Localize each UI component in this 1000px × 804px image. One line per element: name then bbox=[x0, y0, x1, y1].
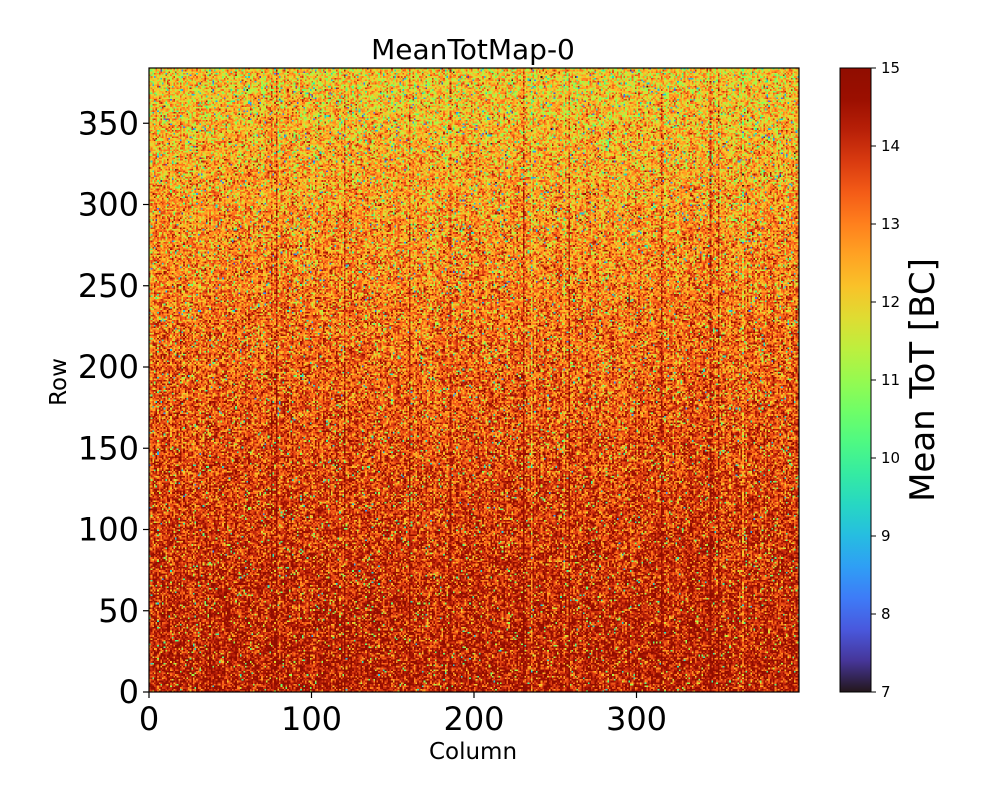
colorbar-tick-label: 12 bbox=[881, 293, 900, 311]
colorbar-tick-label: 8 bbox=[881, 605, 891, 623]
y-tick-label: 200 bbox=[78, 348, 139, 386]
x-tick-label: 100 bbox=[281, 700, 342, 738]
y-tick-label: 150 bbox=[78, 429, 139, 467]
colorbar-tick-label: 14 bbox=[881, 137, 900, 155]
colorbar-tick-label: 9 bbox=[881, 527, 891, 545]
colorbar-tick-label: 11 bbox=[881, 371, 900, 389]
x-axis-ticks: 0 100 200 300 bbox=[139, 692, 667, 738]
y-tick-label: 50 bbox=[98, 592, 139, 630]
y-tick-label: 250 bbox=[78, 267, 139, 305]
y-tick-label: 300 bbox=[78, 186, 139, 224]
heatmap-canvas bbox=[149, 68, 799, 692]
colorbar-tick-label: 10 bbox=[881, 449, 900, 467]
colorbar-tick-label: 13 bbox=[881, 215, 900, 233]
colorbar-label: Mean ToT [BC] bbox=[903, 258, 943, 502]
heatmap-image bbox=[149, 68, 799, 692]
colorbar bbox=[840, 68, 871, 692]
y-tick-label: 350 bbox=[78, 104, 139, 142]
colorbar-ticks: 7 8 9 10 11 12 13 14 15 bbox=[871, 59, 900, 701]
y-tick-label: 0 bbox=[119, 673, 139, 711]
x-axis-label: Column bbox=[429, 739, 517, 765]
x-tick-label: 0 bbox=[139, 700, 159, 738]
chart-title: MeanTotMap-0 bbox=[371, 33, 575, 66]
colorbar-tick-label: 15 bbox=[881, 59, 900, 77]
x-tick-label: 300 bbox=[606, 700, 667, 738]
x-tick-label: 200 bbox=[443, 700, 504, 738]
y-axis-label: Row bbox=[46, 358, 72, 406]
y-axis-ticks: 0 50 100 150 200 250 300 350 bbox=[78, 104, 149, 711]
y-tick-label: 100 bbox=[78, 511, 139, 549]
colorbar-tick-label: 7 bbox=[881, 683, 891, 701]
